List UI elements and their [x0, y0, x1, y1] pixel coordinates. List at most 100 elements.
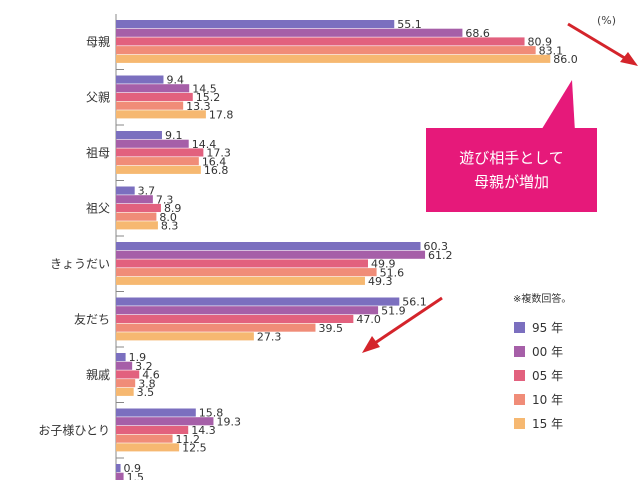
legend-label: 00 年: [532, 345, 563, 359]
arrow-top-right-head: [620, 52, 638, 66]
bar: [116, 110, 206, 119]
data-label: 1.9: [129, 351, 147, 364]
bar: [116, 165, 201, 174]
bar: [116, 157, 199, 166]
bar: [116, 37, 525, 46]
legend-swatch: [514, 322, 525, 333]
bar: [116, 314, 354, 323]
data-label: 14.5: [192, 82, 217, 95]
arrows: [362, 22, 638, 353]
callout-line-1: 遊び相手として: [459, 149, 564, 167]
data-label: 14.3: [191, 424, 216, 437]
bar: [116, 28, 463, 37]
data-label: 4.6: [142, 369, 160, 382]
bar: [116, 408, 196, 417]
data-label: 15.8: [199, 407, 224, 420]
bar: [116, 92, 193, 101]
data-label: 16.4: [202, 155, 227, 168]
data-label: 9.4: [166, 74, 184, 87]
data-label: 86.0: [553, 53, 578, 66]
legend: ※複数回答。 95 年 00 年 05 年 10 年 15 年: [513, 292, 571, 431]
legend-label: 10 年: [532, 393, 563, 407]
category-label: お子様ひとり: [38, 423, 110, 437]
arrow-friends-line: [371, 296, 443, 347]
callout-line-2: 母親が増加: [473, 173, 549, 191]
data-label: 3.7: [138, 185, 156, 198]
bar: [116, 353, 126, 362]
bar: [116, 387, 134, 396]
bar: [116, 212, 157, 221]
legend-swatch: [514, 394, 525, 405]
data-label: 51.9: [381, 304, 406, 317]
data-label: 27.3: [257, 331, 282, 344]
data-label: 17.3: [206, 147, 231, 160]
bar: [116, 306, 379, 315]
data-label: 3.2: [135, 360, 153, 373]
data-label: 15.2: [196, 91, 221, 104]
callout-box: 遊び相手として 母親が増加: [426, 128, 597, 212]
legend-label: 05 年: [532, 369, 563, 383]
data-label: 12.5: [182, 442, 207, 455]
data-label: 51.6: [380, 266, 405, 279]
category-label: 母親: [86, 35, 110, 49]
data-label: 8.3: [161, 220, 179, 233]
legend-title: ※複数回答。: [513, 292, 571, 305]
bar: [116, 131, 162, 140]
bar: [116, 464, 121, 473]
category-label: 祖母: [86, 145, 110, 160]
data-label: 16.8: [204, 164, 229, 177]
legend-label: 95 年: [532, 321, 563, 335]
data-label: 8.0: [159, 211, 177, 224]
bar: [116, 297, 400, 306]
data-label: 83.1: [539, 44, 564, 57]
data-label: 68.6: [465, 27, 490, 40]
bar: [116, 20, 395, 29]
bar: [116, 268, 377, 277]
category-label: 親戚: [86, 368, 110, 382]
bars-group: 55.1 68.6 80.983.186.0 9.4 14.515.213.317.8 9…: [116, 18, 578, 480]
data-label: 49.3: [368, 275, 393, 288]
data-label: 9.1: [165, 129, 183, 142]
bar: [116, 425, 189, 434]
legend-label: 15 年: [532, 417, 563, 431]
data-label: 61.2: [428, 249, 453, 262]
data-label: 1.5: [127, 471, 145, 480]
bar: [116, 379, 136, 388]
bar: [116, 434, 173, 443]
category-label: きょうだい: [50, 257, 110, 271]
data-label: 14.4: [192, 138, 217, 151]
unit-label: (%): [597, 14, 616, 27]
bar: [116, 361, 133, 370]
data-label: 60.3: [424, 240, 449, 253]
legend-swatch: [514, 418, 525, 429]
arrow-friends-head: [362, 336, 380, 353]
data-label: 3.8: [138, 377, 156, 390]
data-label: 80.9: [528, 36, 553, 49]
bar: [116, 101, 184, 110]
bar: [116, 139, 189, 148]
data-label: 17.8: [209, 109, 234, 122]
data-label: 13.3: [186, 100, 211, 113]
bar: [116, 75, 164, 84]
data-label: 8.9: [164, 202, 182, 215]
data-label: 11.2: [176, 433, 201, 446]
data-label: 55.1: [397, 18, 422, 31]
data-label: 56.1: [402, 296, 427, 309]
bar: [116, 242, 421, 251]
bar: [116, 46, 536, 55]
bar: [116, 203, 161, 212]
bar: [116, 417, 214, 426]
bar: [116, 84, 190, 93]
data-label: 7.3: [156, 193, 174, 206]
bar: [116, 472, 124, 480]
legend-swatch: [514, 346, 525, 357]
bar: [116, 221, 158, 230]
data-label: 47.0: [356, 313, 381, 326]
data-label: 19.3: [216, 415, 241, 428]
category-label: 友だち: [74, 312, 110, 326]
data-label: 49.9: [371, 258, 396, 271]
callout-pointer: [540, 80, 575, 132]
legend-swatch: [514, 370, 525, 381]
